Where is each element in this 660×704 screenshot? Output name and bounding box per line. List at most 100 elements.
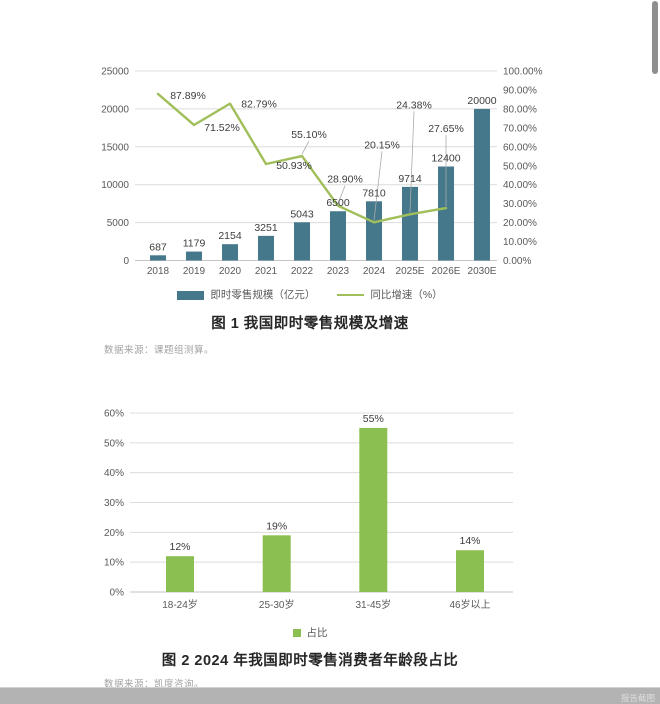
fig1-right-axis-tick: 50.00% [503, 161, 537, 172]
fig2-bar [456, 550, 484, 592]
fig2-y-axis-tick: 0% [110, 588, 125, 599]
fig1-right-axis-tick: 20.00% [503, 218, 537, 229]
fig1-label-leader [409, 111, 415, 213]
fig1-right-axis-tick: 30.00% [503, 199, 537, 210]
fig1-x-axis-label: 2025E [396, 266, 425, 277]
figure1-title: 图 1 我国即时零售规模及增速 [211, 316, 409, 332]
fig1-bar-value-label: 2154 [218, 230, 242, 242]
fig2-y-axis-tick: 30% [104, 498, 124, 509]
fig1-x-axis-label: 2020 [219, 266, 242, 277]
bar-series-swatch [177, 290, 205, 300]
fig1-left-axis-tick: 15000 [101, 142, 129, 153]
fig1-right-axis-tick: 80.00% [503, 104, 537, 115]
fig1-line-value-label: 55.10% [291, 129, 327, 141]
fig1-x-axis-label: 2026E [432, 266, 461, 277]
figure2-source: 数据来源：凯度咨询。 [104, 679, 205, 690]
fig1-bar [366, 201, 382, 261]
ratio-series-swatch [292, 629, 301, 637]
fig1-right-axis-tick: 90.00% [503, 85, 537, 96]
fig1-right-axis-tick: 100.00% [503, 67, 543, 78]
fig1-line-value-label: 20.15% [364, 139, 400, 151]
fig2-bar-value-label: 19% [266, 520, 287, 532]
fig2-y-axis-tick: 20% [104, 528, 124, 539]
scrollbar-thumb[interactable] [652, 1, 658, 74]
fig2-x-axis-label: 18-24岁 [162, 598, 198, 611]
footer-bar: 报告截图 [0, 687, 660, 704]
fig1-x-axis-label: 2030E [468, 266, 497, 277]
fig1-right-axis-tick: 0.00% [503, 256, 531, 267]
fig2-bar-value-label: 55% [363, 413, 384, 425]
fig1-growth-line [156, 92, 448, 224]
fig1-x-axis-label: 2024 [363, 266, 386, 277]
fig1-line-value-label: 82.79% [241, 99, 277, 111]
fig1-left-axis-tick: 0 [123, 256, 129, 267]
fig2-x-axis-label: 25-30岁 [259, 598, 295, 611]
fig1-line-value-label: 87.89% [170, 90, 206, 102]
fig1-line-value-label: 71.52% [204, 122, 240, 134]
legend-item-retail-scale: 即时零售规模（亿元） [177, 289, 315, 301]
fig1-x-axis-label: 2021 [255, 266, 278, 277]
fig1-left-axis-tick: 10000 [101, 180, 129, 191]
legend-item-ratio: 占比 [292, 627, 328, 639]
fig1-bar-value-label: 687 [149, 241, 167, 253]
fig1-bar-value-label: 1179 [183, 238, 206, 250]
fig1-right-axis-tick: 70.00% [503, 123, 537, 134]
fig1-right-axis-tick: 40.00% [503, 180, 537, 191]
fig2-y-axis-tick: 50% [104, 438, 124, 449]
fig2-y-axis-tick: 40% [104, 468, 124, 479]
figure1-source: 数据来源：课题组测算。 [104, 345, 215, 356]
fig1-bar-value-label: 7810 [362, 187, 386, 199]
figure1-legend: 即时零售规模（亿元） 同比增速（%） [95, 289, 525, 301]
fig1-label-leader [337, 185, 346, 204]
fig1-bar-value-label: 6500 [326, 197, 350, 209]
fig1-bar-value-label: 9714 [398, 173, 422, 185]
fig1-bar-value-label: 5043 [290, 208, 314, 220]
fig1-left-axis-tick: 5000 [107, 218, 130, 229]
line-series-swatch [337, 294, 365, 296]
legend-label-growth-rate: 同比增速（%） [370, 289, 443, 301]
legend-label-ratio: 占比 [306, 627, 328, 639]
fig1-line-value-label: 50.93% [276, 160, 312, 172]
fig2-bar [359, 427, 388, 592]
fig1-x-axis-label: 2019 [183, 266, 206, 277]
fig1-x-axis-label: 2023 [327, 266, 350, 277]
legend-label-retail-scale: 即时零售规模（亿元） [210, 289, 316, 301]
fig2-bar [262, 535, 291, 592]
fig1-bar [438, 166, 454, 261]
fig2-y-axis-tick: 10% [104, 558, 124, 569]
fig1-line-value-label: 24.38% [396, 99, 432, 111]
fig1-x-axis-label: 2018 [147, 266, 170, 277]
fig1-bar-value-label: 20000 [467, 95, 496, 107]
fig1-bar [402, 186, 418, 261]
fig2-x-axis-label: 31-45岁 [356, 598, 392, 611]
figure2-legend: 占比 [95, 627, 525, 639]
fig1-label-leader [301, 140, 310, 155]
fig1-right-axis-tick: 60.00% [503, 142, 537, 153]
fig1-x-axis-label: 2022 [291, 266, 314, 277]
fig1-bar [294, 222, 310, 261]
fig1-bar [186, 251, 202, 261]
fig1-bar [330, 211, 346, 261]
fig1-line-value-label: 27.65% [428, 123, 464, 135]
scrollbar[interactable] [650, 0, 660, 687]
fig1-bar [474, 108, 490, 261]
fig1-right-axis-tick: 10.00% [503, 237, 537, 248]
legend-item-growth-rate: 同比增速（%） [337, 289, 443, 301]
fig1-bar [150, 255, 166, 261]
fig1-label-leader [373, 151, 383, 221]
fig2-y-axis-tick: 60% [104, 409, 124, 420]
fig1-bar [258, 235, 274, 261]
fig2-x-axis-label: 46岁以上 [449, 598, 490, 611]
figure2-title: 图 2 2024 年我国即时零售消费者年龄段占比 [161, 653, 459, 669]
fig2-bar [166, 556, 194, 592]
fig1-left-axis-tick: 20000 [101, 104, 129, 115]
fig2-bar-value-label: 14% [459, 535, 480, 547]
fig1-bar-value-label: 3251 [254, 222, 278, 234]
fig1-left-axis-tick: 25000 [101, 67, 129, 78]
fig2-bar-value-label: 12% [169, 541, 190, 553]
fig1-line-value-label: 28.90% [327, 174, 363, 186]
fig1-bar [222, 244, 238, 261]
fig1-bar-value-label: 12400 [431, 153, 460, 165]
